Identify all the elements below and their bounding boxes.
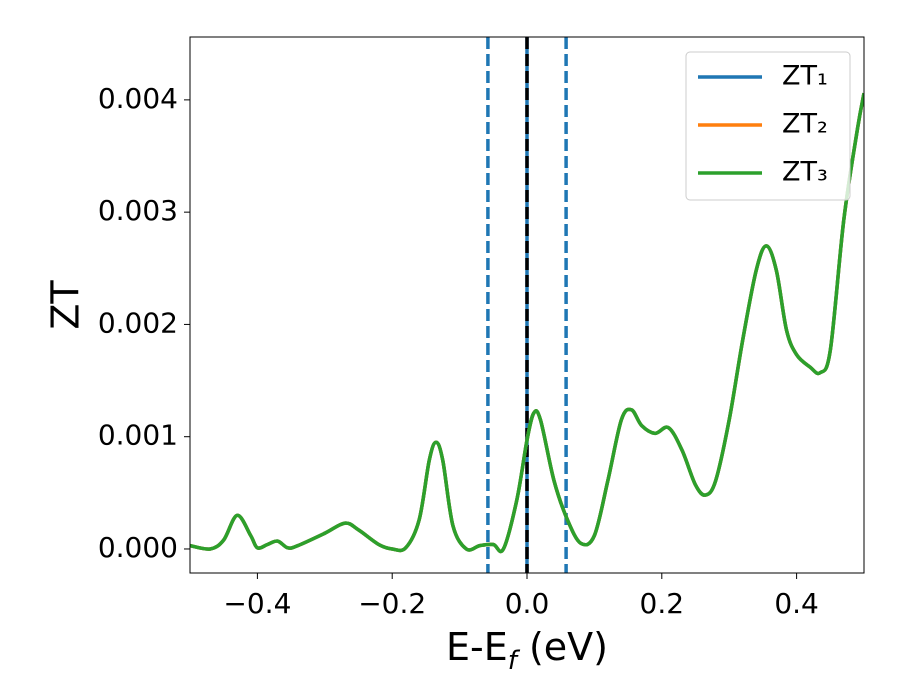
line-series (190, 92, 864, 554)
y-tick-label: 0.000 (98, 531, 178, 564)
x-axis-label: E-Ef (eV) (446, 625, 608, 676)
x-label-unit: (eV) (517, 625, 608, 669)
y-tick-label: 0.004 (98, 82, 178, 115)
x-tick-label: 0.0 (505, 587, 550, 620)
legend-label: ZT₃ (782, 157, 828, 188)
legend-label: ZT₂ (782, 109, 828, 140)
x-label-main: E-E (446, 625, 508, 669)
legend: ZT₁ ZT₂ ZT₃ (685, 51, 851, 201)
y-tick-label: 0.001 (98, 419, 178, 452)
y-tick-label: 0.002 (98, 306, 178, 339)
y-axis-label: ZT (44, 280, 88, 330)
legend-label: ZT₁ (782, 61, 828, 92)
y-tick-label: 0.003 (98, 194, 178, 227)
x-tick-label: 0.4 (774, 587, 819, 620)
x-tick-label: 0.2 (640, 587, 685, 620)
legend-box (685, 51, 851, 201)
x-tick-label: −0.2 (358, 587, 426, 620)
plot-frame (189, 36, 865, 574)
x-tick-label: −0.4 (223, 587, 291, 620)
